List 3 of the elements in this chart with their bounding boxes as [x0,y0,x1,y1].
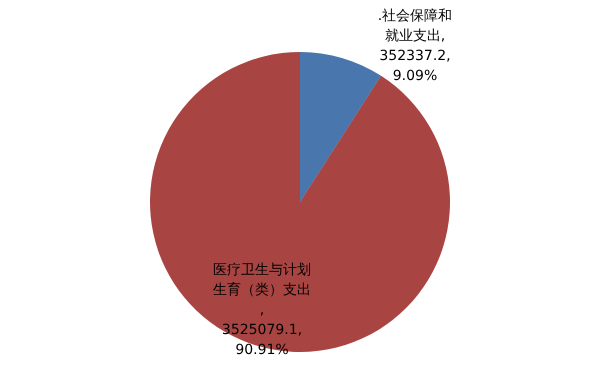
data-label: , 3525079.1, 90.91% [222,302,302,358]
slice-label: .社会保障和就业支出, 352337.2, 9.09% [378,8,452,84]
slice-label: 医疗卫生与计划生育（类）支出 [213,262,311,298]
